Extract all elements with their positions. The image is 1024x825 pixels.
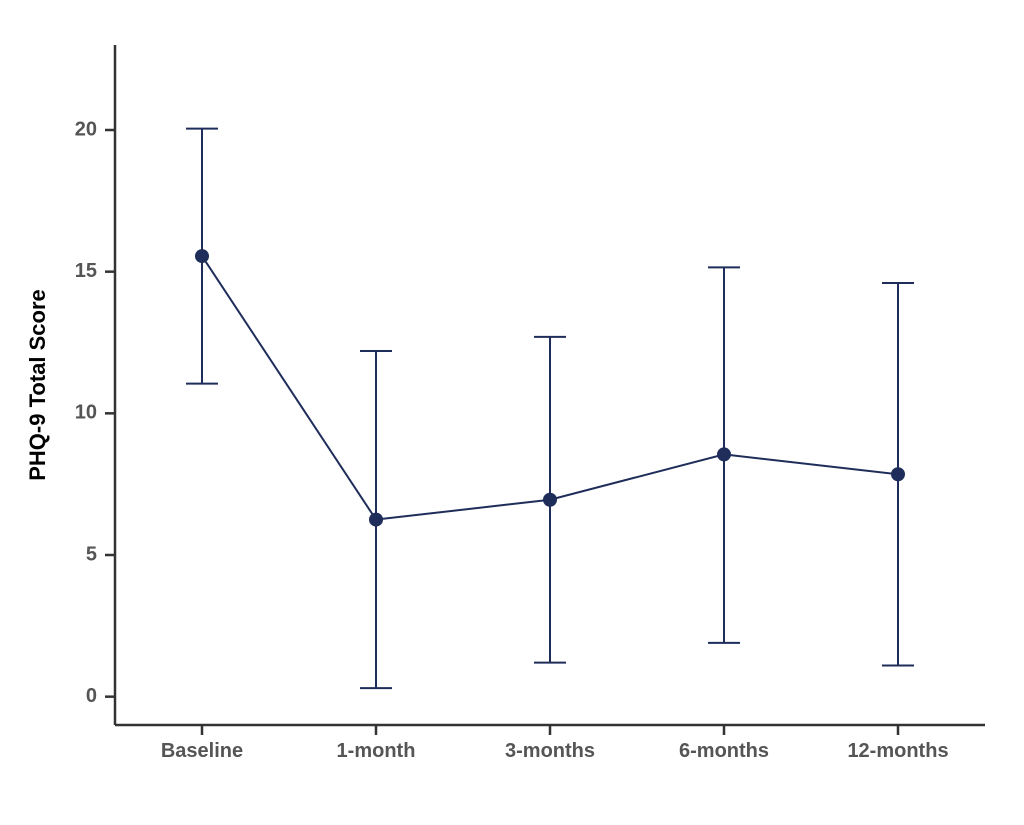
y-axis-label: PHQ-9 Total Score (25, 289, 50, 481)
data-point (195, 249, 209, 263)
y-tick-label: 0 (86, 685, 97, 707)
data-point (891, 467, 905, 481)
y-tick-label: 20 (75, 118, 97, 140)
data-point (369, 513, 383, 527)
phq9-chart: 0 5 10 15 20 Baseline 1-month 3-months 6-months 1… (0, 0, 1024, 825)
y-tick-label: 15 (75, 260, 97, 282)
x-tick-label: 6-months (679, 740, 769, 762)
x-tick-label: Baseline (161, 740, 243, 762)
data-point (717, 447, 731, 461)
x-tick-label: 3-months (505, 740, 595, 762)
y-tick-label: 10 (75, 402, 97, 424)
data-point (543, 493, 557, 507)
x-tick-label: 1-month (337, 740, 416, 762)
y-tick-label: 5 (86, 543, 97, 565)
x-tick-label: 12-months (847, 740, 948, 762)
